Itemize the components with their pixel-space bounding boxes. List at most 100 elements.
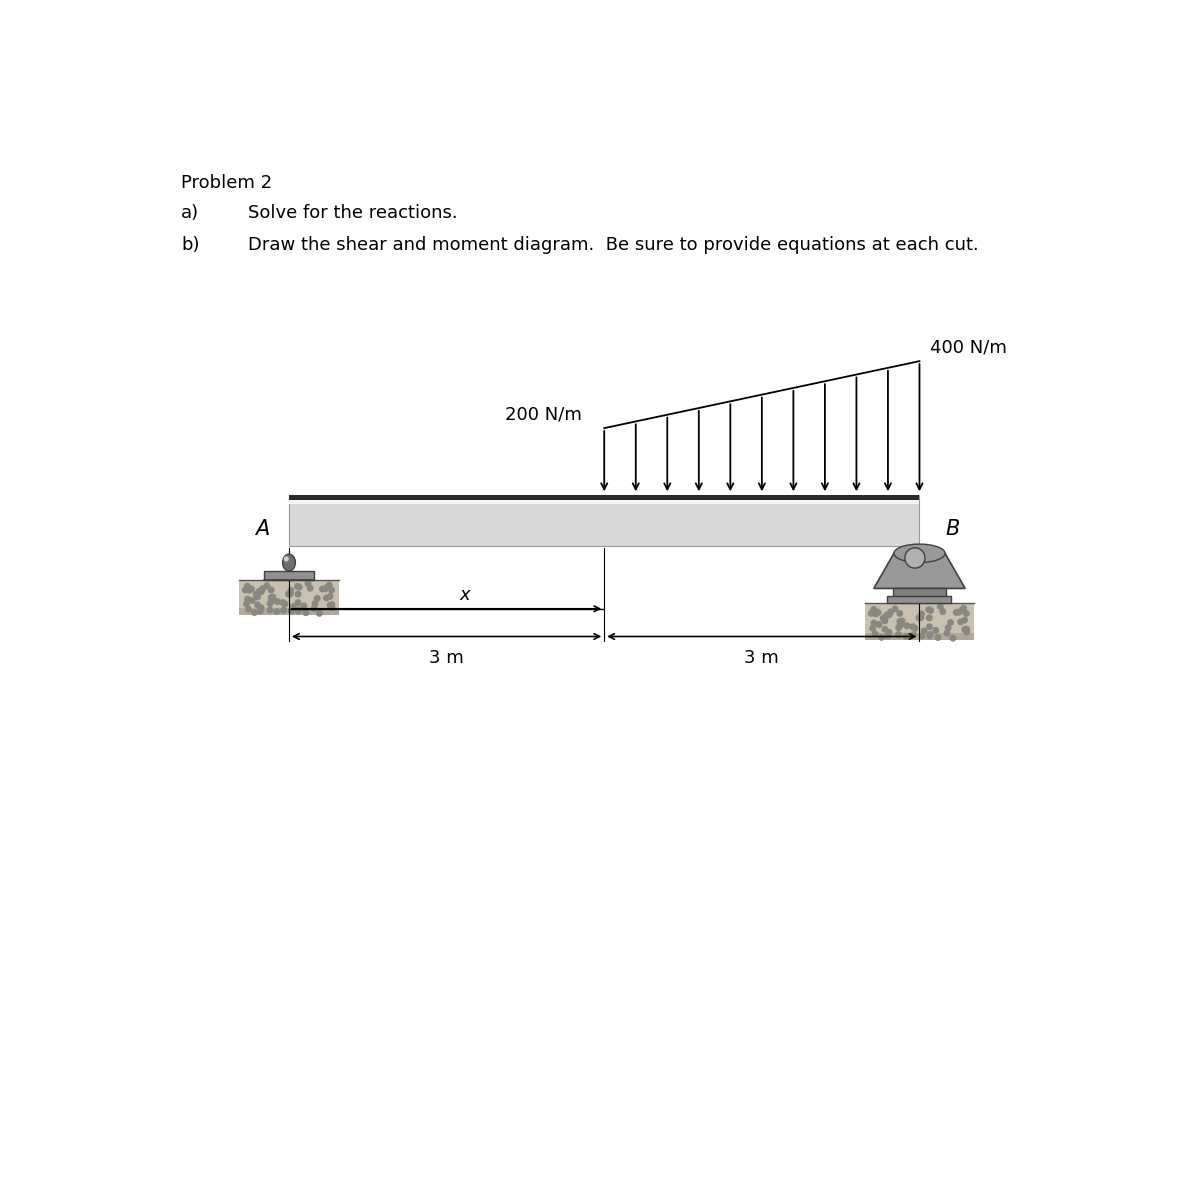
Circle shape xyxy=(935,635,941,641)
Circle shape xyxy=(927,634,933,638)
Circle shape xyxy=(329,602,335,607)
Circle shape xyxy=(268,601,272,606)
Circle shape xyxy=(887,612,893,618)
Circle shape xyxy=(246,588,252,593)
Circle shape xyxy=(897,611,903,616)
Circle shape xyxy=(296,607,302,613)
Circle shape xyxy=(288,588,294,593)
Circle shape xyxy=(940,608,946,614)
Circle shape xyxy=(301,604,307,608)
Circle shape xyxy=(885,612,890,618)
Text: B: B xyxy=(946,518,960,539)
Circle shape xyxy=(245,583,250,589)
Circle shape xyxy=(872,611,878,617)
Circle shape xyxy=(257,608,263,614)
Circle shape xyxy=(878,635,884,640)
Circle shape xyxy=(245,596,250,602)
Circle shape xyxy=(883,612,889,618)
Circle shape xyxy=(328,602,332,608)
Circle shape xyxy=(918,614,923,620)
Circle shape xyxy=(876,622,882,628)
Circle shape xyxy=(257,588,263,594)
Circle shape xyxy=(258,605,264,611)
Circle shape xyxy=(303,610,309,616)
Circle shape xyxy=(274,608,279,614)
Circle shape xyxy=(946,625,951,630)
Circle shape xyxy=(269,595,274,600)
Circle shape xyxy=(954,610,959,616)
Circle shape xyxy=(295,600,301,605)
Circle shape xyxy=(261,586,265,592)
Circle shape xyxy=(910,632,916,637)
Circle shape xyxy=(870,625,876,631)
Ellipse shape xyxy=(894,544,946,563)
Circle shape xyxy=(900,618,904,624)
Circle shape xyxy=(896,625,901,630)
Circle shape xyxy=(937,604,943,610)
Circle shape xyxy=(295,592,301,596)
Circle shape xyxy=(289,608,294,614)
Circle shape xyxy=(963,611,969,616)
Circle shape xyxy=(918,611,924,617)
Circle shape xyxy=(884,613,890,618)
Circle shape xyxy=(288,592,294,596)
Polygon shape xyxy=(874,553,966,588)
Circle shape xyxy=(881,616,885,620)
Bar xyxy=(289,496,920,546)
Circle shape xyxy=(871,607,876,612)
Circle shape xyxy=(324,595,329,601)
Circle shape xyxy=(944,630,950,636)
Circle shape xyxy=(888,610,894,614)
Circle shape xyxy=(916,614,922,620)
Circle shape xyxy=(256,589,262,594)
Circle shape xyxy=(290,604,296,610)
Circle shape xyxy=(253,592,259,598)
Circle shape xyxy=(281,600,285,605)
Circle shape xyxy=(282,601,288,607)
Circle shape xyxy=(296,584,302,590)
Circle shape xyxy=(875,610,881,616)
Circle shape xyxy=(259,588,264,594)
Text: A: A xyxy=(255,518,269,539)
Circle shape xyxy=(255,602,261,607)
Text: Solve for the reactions.: Solve for the reactions. xyxy=(248,204,457,222)
Circle shape xyxy=(957,619,963,625)
Circle shape xyxy=(320,587,325,592)
Circle shape xyxy=(927,624,933,630)
Circle shape xyxy=(882,626,888,632)
Circle shape xyxy=(243,587,248,593)
Circle shape xyxy=(927,616,933,620)
Circle shape xyxy=(910,624,915,630)
Ellipse shape xyxy=(283,554,296,571)
Circle shape xyxy=(249,587,255,592)
Text: 3 m: 3 m xyxy=(744,648,779,666)
Circle shape xyxy=(933,628,938,634)
Circle shape xyxy=(269,587,274,593)
Text: 3 m: 3 m xyxy=(429,648,465,666)
Circle shape xyxy=(329,587,335,593)
Text: Problem 2: Problem 2 xyxy=(182,174,272,192)
Circle shape xyxy=(926,607,931,612)
Bar xyxy=(893,588,946,596)
Circle shape xyxy=(250,598,255,604)
Circle shape xyxy=(281,607,286,613)
Circle shape xyxy=(872,631,878,636)
Circle shape xyxy=(244,601,249,607)
Circle shape xyxy=(922,628,927,634)
Circle shape xyxy=(871,620,877,626)
Circle shape xyxy=(328,594,332,599)
Bar xyxy=(888,596,951,604)
Circle shape xyxy=(257,589,263,595)
Circle shape xyxy=(964,629,969,635)
Circle shape xyxy=(275,599,281,605)
Circle shape xyxy=(956,610,962,614)
Text: b): b) xyxy=(182,236,199,254)
Circle shape xyxy=(311,606,317,611)
Circle shape xyxy=(948,619,953,625)
Circle shape xyxy=(255,594,261,600)
Text: a): a) xyxy=(182,204,199,222)
Circle shape xyxy=(312,601,318,606)
Circle shape xyxy=(315,595,320,601)
Circle shape xyxy=(322,586,328,592)
Circle shape xyxy=(950,635,956,641)
